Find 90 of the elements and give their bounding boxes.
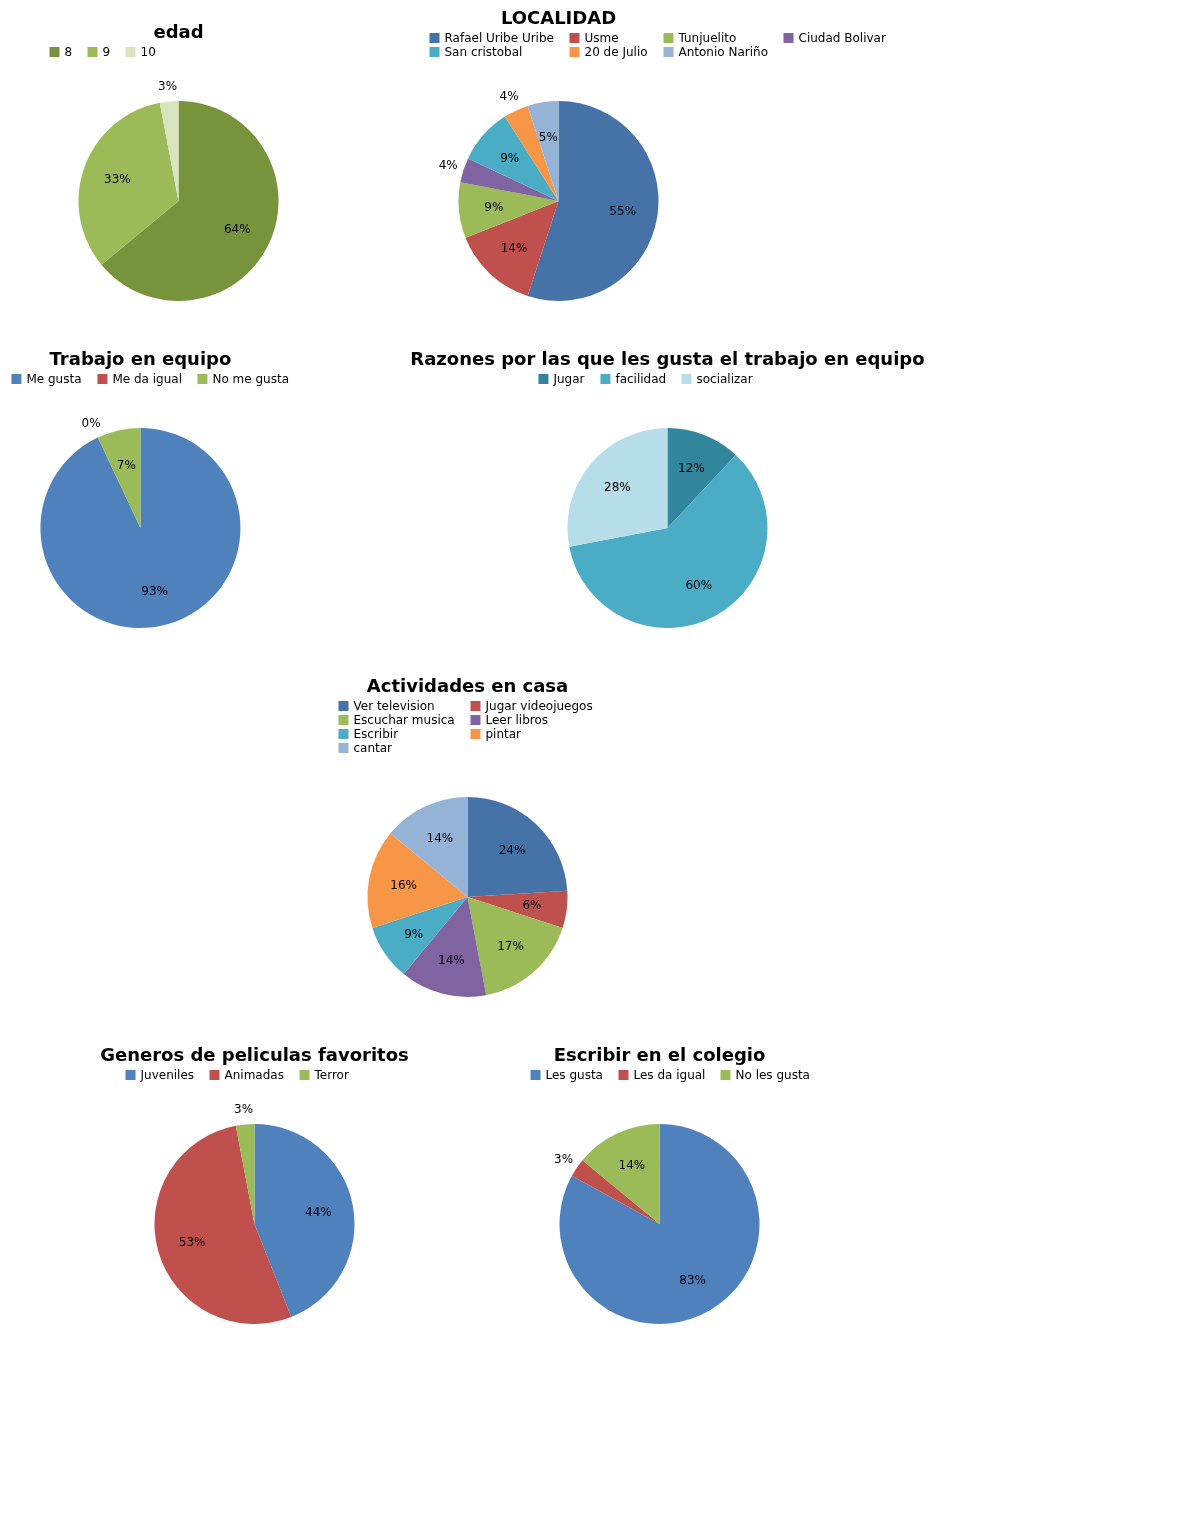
legend-label: facilidad	[615, 372, 667, 386]
pie-slice	[159, 101, 179, 201]
data-label: 6%	[522, 898, 542, 913]
legend-label: Juveniles	[139, 1068, 195, 1082]
legend-label: 10	[140, 45, 156, 59]
legend-label: socializar	[696, 372, 753, 386]
pie-slice	[101, 101, 279, 301]
legend-label: 8	[64, 45, 73, 59]
pie-slice	[667, 428, 736, 528]
legend-label: 9	[102, 45, 111, 59]
legend-label: Ciudad Bolivar	[798, 31, 886, 45]
pie-slice	[458, 182, 559, 238]
chart-title: Trabajo en equipo	[49, 348, 232, 369]
pie-slice	[467, 890, 568, 928]
data-label: 3%	[158, 78, 178, 93]
data-label: 44%	[305, 1204, 332, 1219]
pie-slice	[97, 428, 141, 528]
data-label: 5%	[538, 129, 558, 144]
pie-slice	[372, 897, 468, 975]
pie-slice	[78, 102, 179, 265]
legend-label: 20 de Julio	[584, 45, 648, 59]
data-label: 14%	[618, 1158, 646, 1173]
data-label: 60%	[685, 577, 713, 592]
pie-slice	[367, 833, 468, 928]
data-label: 28%	[604, 479, 631, 494]
legend-label: Ver television	[353, 699, 435, 713]
legend-label: Rafael Uribe Uribe	[444, 31, 554, 45]
data-label: 4%	[499, 89, 519, 104]
chart-title: Escribir en el colegio	[553, 1044, 766, 1065]
data-label: 64%	[223, 221, 251, 236]
legend-label: Escuchar musica	[353, 713, 455, 727]
data-label: 16%	[390, 877, 417, 892]
data-label: 93%	[141, 584, 168, 599]
legend-label: Les da igual	[633, 1068, 706, 1082]
pie-slice	[467, 897, 563, 996]
data-label: 9%	[484, 200, 504, 215]
legend-label: Jugar videojuegos	[484, 699, 593, 713]
pie-slice	[254, 1124, 355, 1317]
data-label: 4%	[438, 158, 458, 173]
pie-slice	[403, 897, 487, 997]
data-label: 3%	[234, 1101, 254, 1116]
pie-slice	[567, 428, 668, 547]
data-label: 17%	[497, 938, 524, 953]
legend-label: Me gusta	[26, 372, 82, 386]
legend-label: Les gusta	[545, 1068, 603, 1082]
data-label: 12%	[678, 460, 705, 475]
legend-label: Terror	[313, 1068, 349, 1082]
chart-title: Actividades en casa	[366, 675, 569, 696]
pie-slice	[569, 455, 768, 628]
legend-label: San cristobal	[444, 45, 523, 59]
legend-label: No les gusta	[735, 1068, 810, 1082]
pie-slice	[465, 201, 559, 297]
legend-label: Animadas	[224, 1068, 284, 1082]
pie-slice	[390, 797, 468, 897]
legend-label: Tunjuelito	[677, 31, 737, 45]
data-label: 24%	[498, 842, 526, 857]
text: 0%	[81, 416, 101, 431]
chart-title: LOCALIDAD	[500, 7, 617, 28]
legend-label: Me da igual	[112, 372, 183, 386]
data-label: 83%	[679, 1272, 706, 1287]
data-label: 3%	[554, 1151, 574, 1166]
legend-label: Jugar	[552, 372, 585, 386]
legend-label: Antonio Nariño	[678, 45, 769, 59]
pie-slice	[582, 1124, 660, 1224]
data-label: 33%	[104, 171, 131, 186]
pie-slice	[527, 101, 659, 301]
data-label: 14%	[438, 952, 465, 967]
legend-label: pintar	[485, 727, 522, 741]
chart-title: Razones por las que les gusta el trabajo en equipo	[410, 348, 925, 369]
legend-label: No me gusta	[212, 372, 289, 386]
data-label: 55%	[609, 204, 637, 219]
pie-slice	[527, 101, 559, 201]
pie-slice	[40, 428, 241, 628]
legend-label: cantar	[353, 741, 393, 755]
pie-slice	[571, 1160, 660, 1224]
data-label: 9%	[500, 151, 520, 166]
chart-title: edad	[153, 21, 204, 42]
data-label: 9%	[404, 926, 424, 941]
data-label: 14%	[500, 241, 528, 256]
legend-label: Leer libros	[485, 713, 549, 727]
legend-label: Escribir	[353, 727, 399, 741]
data-label: 53%	[178, 1235, 206, 1250]
legend-label: Usme	[584, 31, 619, 45]
pie-slice	[467, 797, 568, 897]
data-label: 7%	[116, 457, 136, 472]
pie-slice	[154, 1125, 292, 1324]
chart-title: Generos de peliculas favoritos	[100, 1044, 409, 1065]
pie-slice	[468, 116, 559, 201]
data-label: 14%	[426, 831, 454, 846]
pie-slice	[235, 1124, 255, 1224]
